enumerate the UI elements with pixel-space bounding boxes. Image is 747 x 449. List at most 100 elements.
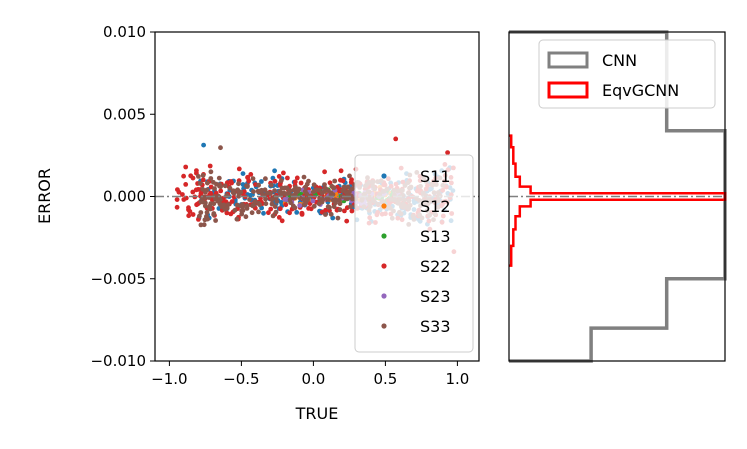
legend-box xyxy=(354,154,474,353)
scatter-point xyxy=(259,179,264,184)
scatter-point xyxy=(217,201,223,207)
scatter-point xyxy=(272,178,278,184)
scatter-point xyxy=(247,197,253,203)
scatter-point xyxy=(325,204,331,210)
legend-label-s22: S22 xyxy=(420,257,451,276)
scatter-point xyxy=(207,163,213,169)
scatter-point xyxy=(197,181,203,186)
legend-swatch-eqvgcnn xyxy=(547,81,589,99)
scatter-point xyxy=(349,208,355,214)
scatter-point xyxy=(198,199,204,205)
scatter-point xyxy=(292,205,298,211)
scatter-point xyxy=(287,210,292,216)
scatter-point xyxy=(268,182,274,188)
scatter-point xyxy=(201,142,207,148)
scatter-point xyxy=(248,172,254,177)
legend-marker-s12 xyxy=(381,203,387,209)
scatter-point xyxy=(348,204,353,210)
scatter-point xyxy=(186,213,192,219)
scatter-point xyxy=(240,202,245,207)
scatter-point xyxy=(322,169,327,175)
x-tick-label: −0.5 xyxy=(223,370,259,388)
scatter-legend: S11 S12 S13 S22 S23 S33 xyxy=(354,154,474,353)
scatter-point xyxy=(251,202,257,208)
x-tick-label: 1.0 xyxy=(445,370,469,388)
legend-label-eqvgcnn: EqvGCNN xyxy=(602,81,679,100)
scatter-point xyxy=(183,164,189,170)
scatter-point xyxy=(229,180,235,186)
scatter-point xyxy=(212,196,218,202)
scatter-point xyxy=(338,168,344,174)
legend-box xyxy=(538,39,716,109)
scatter-point xyxy=(231,188,236,194)
scatter-point xyxy=(311,182,317,188)
scatter-point xyxy=(332,178,338,184)
scatter-x-ticks: −1.0 −0.5 0.0 0.5 1.0 xyxy=(151,361,469,388)
scatter-point xyxy=(250,176,256,182)
scatter-point xyxy=(276,215,282,220)
scatter-point xyxy=(208,169,214,175)
scatter-point xyxy=(236,166,242,172)
scatter-point xyxy=(272,188,277,194)
scatter-point xyxy=(322,182,327,188)
scatter-point xyxy=(205,216,211,222)
scatter-point xyxy=(210,179,216,185)
scatter-point xyxy=(337,201,343,207)
scatter-point xyxy=(261,210,266,216)
scatter-point xyxy=(314,187,319,193)
scatter-point xyxy=(213,218,219,223)
scatter-point xyxy=(337,207,343,213)
scatter-point xyxy=(218,145,223,151)
legend-marker-s11 xyxy=(381,173,387,179)
legend-label-s11: S11 xyxy=(420,167,451,186)
scatter-point xyxy=(202,194,207,200)
scatter-point xyxy=(278,178,284,183)
scatter-point xyxy=(244,183,249,189)
scatter-point xyxy=(232,207,238,213)
scatter-point xyxy=(198,222,204,228)
legend-swatch-cnn xyxy=(547,51,589,69)
scatter-point xyxy=(266,210,271,216)
scatter-point xyxy=(292,179,298,185)
histogram-legend: CNN EqvGCNN xyxy=(538,39,716,109)
scatter-point xyxy=(258,188,263,194)
scatter-point xyxy=(345,184,351,190)
scatter-point xyxy=(272,168,277,174)
scatter-point xyxy=(327,208,332,214)
scatter-point xyxy=(331,185,337,191)
scatter-point xyxy=(268,190,273,196)
scatter-point xyxy=(236,181,241,187)
y-tick-label: 0.010 xyxy=(103,23,146,41)
scatter-point xyxy=(310,198,316,204)
scatter-point xyxy=(277,206,283,212)
legend-marker-s23 xyxy=(381,293,387,299)
histogram-axes-frame xyxy=(508,31,726,362)
scatter-point xyxy=(287,197,293,203)
scatter-point xyxy=(204,210,210,215)
scatter-point xyxy=(194,168,199,174)
y-tick-label: 0.000 xyxy=(103,188,146,206)
scatter-point xyxy=(297,203,303,208)
scatter-point xyxy=(283,202,289,208)
scatter-point xyxy=(299,212,305,217)
scatter-point xyxy=(234,216,240,222)
scatter-point xyxy=(198,210,204,215)
scatter-point xyxy=(196,174,201,179)
scatter-point xyxy=(181,197,187,202)
scatter-point xyxy=(263,176,268,182)
scatter-point xyxy=(301,202,307,208)
scatter-point xyxy=(348,193,354,199)
scatter-point xyxy=(331,198,336,204)
scatter-point xyxy=(207,205,213,211)
scatter-point xyxy=(212,186,217,192)
legend-marker-s33 xyxy=(381,323,387,329)
scatter-point xyxy=(193,187,199,193)
scatter-point xyxy=(335,215,341,221)
scatter-point xyxy=(218,188,224,194)
scatter-point xyxy=(326,197,331,202)
scatter-point xyxy=(200,173,206,178)
histogram-panel: CNN EqvGCNN xyxy=(508,30,727,363)
scatter-point xyxy=(243,214,249,220)
scatter-point xyxy=(273,209,279,215)
